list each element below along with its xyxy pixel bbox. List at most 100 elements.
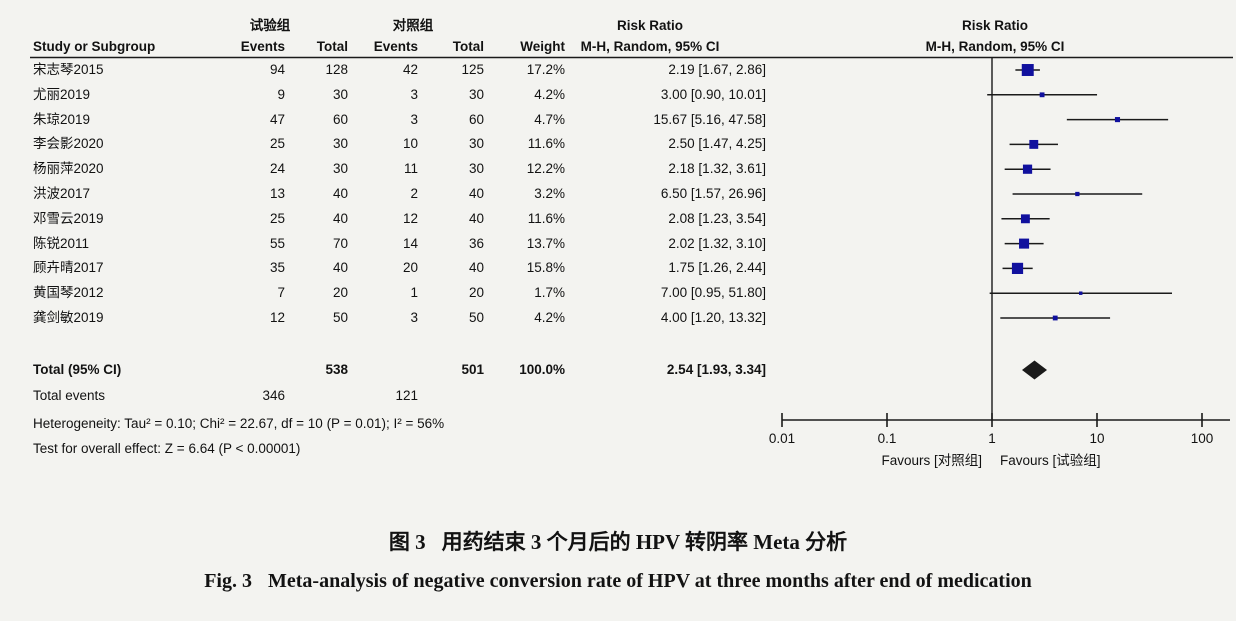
total-experimental: 70 [332, 235, 348, 251]
summary-diamond [1021, 360, 1047, 380]
study-name: 洪波2017 [33, 186, 91, 201]
risk-ratio-ci-text: 2.18 [1.32, 3.61] [668, 161, 766, 177]
study-weight: 15.8% [526, 260, 565, 276]
effect-marker [1052, 315, 1058, 321]
events-experimental: 25 [269, 210, 285, 226]
study-name: 顾卉晴2017 [33, 260, 104, 276]
events-experimental: 13 [269, 186, 285, 201]
risk-ratio-ci-text: 15.67 [5.16, 47.58] [653, 111, 766, 127]
events-experimental: 12 [269, 310, 285, 325]
study-weight: 11.6% [527, 136, 565, 152]
effect-marker [1075, 191, 1080, 197]
events-experimental: 35 [269, 260, 285, 276]
axis-tick-label: 1 [988, 431, 996, 446]
total-events-label: Total events [33, 388, 106, 403]
total-experimental: 30 [332, 161, 348, 177]
effect-marker [1114, 117, 1121, 123]
total-control: 40 [468, 210, 484, 226]
header-risk-ratio-text-column: Risk Ratio [616, 18, 684, 33]
events-experimental: 25 [269, 136, 285, 152]
risk-ratio-ci-text: 2.02 [1.32, 3.10] [668, 235, 766, 251]
effect-marker [1020, 214, 1030, 224]
total-events-experimental: 346 [262, 388, 285, 403]
total-control: 20 [468, 285, 484, 301]
events-control: 42 [402, 62, 418, 77]
events-control: 11 [403, 161, 418, 177]
caption-english-number: Fig. 3 [204, 570, 252, 592]
study-weight: 11.6% [527, 210, 565, 226]
events-experimental: 47 [269, 111, 285, 127]
header-events-experimental: Events [240, 39, 285, 54]
caption-chinese: 图 3 用药结束 3 个月后的 HPV 转阴率 Meta 分析 [0, 526, 1236, 556]
risk-ratio-ci-text: 2.08 [1.23, 3.54] [668, 210, 766, 226]
header-events-control: Events [373, 39, 418, 54]
effect-marker [1079, 291, 1083, 295]
risk-ratio-ci-text: 4.00 [1.20, 13.32] [660, 310, 766, 325]
total-experimental: 30 [332, 86, 348, 102]
effect-marker [1039, 92, 1045, 98]
total-control: 30 [468, 161, 484, 177]
effect-marker [1021, 64, 1034, 76]
favours-experimental-label: Favours [试验组] [1000, 453, 1101, 468]
events-control: 2 [410, 186, 418, 201]
effect-marker [1022, 164, 1033, 174]
study-name: 龚剑敏2019 [33, 310, 104, 325]
study-weight: 13.7% [526, 235, 565, 251]
overall-effect-test: Test for overall effect: Z = 6.64 (P < 0… [33, 441, 301, 456]
events-control: 1 [410, 285, 418, 301]
total-experimental: 20 [332, 285, 348, 301]
total-weight: 100.0% [519, 362, 565, 377]
risk-ratio-ci-text: 3.00 [0.90, 10.01] [660, 86, 766, 102]
risk-ratio-ci-text: 2.19 [1.67, 2.86] [668, 62, 766, 77]
risk-ratio-ci-text: 6.50 [1.57, 26.96] [660, 186, 766, 201]
events-control: 14 [402, 235, 418, 251]
header-weight: Weight [520, 39, 565, 54]
study-name: 尤丽2019 [33, 86, 91, 102]
study-name: 黄国琴2012 [33, 285, 104, 301]
total-experimental: 128 [325, 62, 348, 77]
total-risk-ratio-ci-text: 2.54 [1.93, 3.34] [666, 362, 766, 377]
header-study-or-subgroup: Study or Subgroup [33, 39, 156, 54]
header-control-group: 对照组 [392, 18, 434, 33]
total-experimental: 50 [332, 310, 348, 325]
events-experimental: 55 [269, 235, 285, 251]
caption-english: Fig. 3 Meta-analysis of negative conversi… [0, 570, 1236, 593]
caption-chinese-text: 用药结束 3 个月后的 HPV 转阴率 Meta 分析 [441, 530, 848, 554]
study-name: 杨丽萍2020 [33, 161, 104, 177]
header-experimental-group: 试验组 [249, 18, 291, 33]
events-control: 12 [402, 210, 418, 226]
axis-tick-label: 0.01 [768, 431, 796, 446]
total-control: 30 [468, 136, 484, 152]
study-weight: 3.2% [534, 186, 565, 201]
risk-ratio-ci-text: 1.75 [1.26, 2.44] [668, 260, 766, 276]
total-experimental: 40 [332, 186, 348, 201]
axis-tick-label: 0.1 [877, 431, 897, 446]
total-control: 40 [468, 260, 484, 276]
total-control: 50 [468, 310, 484, 325]
study-weight: 4.2% [534, 310, 565, 325]
heterogeneity-statistics: Heterogeneity: Tau² = 0.10; Chi² = 22.67… [33, 416, 445, 431]
study-name: 朱琼2019 [33, 111, 91, 127]
total-control: 40 [468, 186, 484, 201]
axis-tick-label: 100 [1190, 431, 1214, 446]
header-risk-ratio-plot-column: Risk Ratio [961, 18, 1029, 33]
events-experimental: 24 [269, 161, 285, 177]
risk-ratio-ci-text: 7.00 [0.95, 51.80] [660, 285, 766, 301]
total-experimental: 60 [332, 111, 348, 127]
header-total-experimental: Total [316, 39, 348, 54]
header-mh-random-ci-text-column: M-H, Random, 95% CI [580, 39, 720, 54]
events-control: 20 [402, 260, 418, 276]
total-control: 30 [468, 86, 484, 102]
total-control: 36 [468, 235, 484, 251]
favours-control-label: Favours [对照组] [881, 453, 982, 468]
events-control: 10 [402, 136, 418, 152]
total-experimental: 30 [332, 136, 348, 152]
effect-marker [1029, 139, 1039, 149]
total-row-label: Total (95% CI) [33, 362, 122, 377]
study-weight: 4.2% [534, 86, 565, 102]
total-events-control: 121 [395, 388, 418, 403]
total-control: 125 [461, 62, 484, 77]
events-experimental: 9 [277, 86, 285, 102]
events-control: 3 [410, 111, 418, 127]
events-experimental: 94 [269, 62, 285, 77]
